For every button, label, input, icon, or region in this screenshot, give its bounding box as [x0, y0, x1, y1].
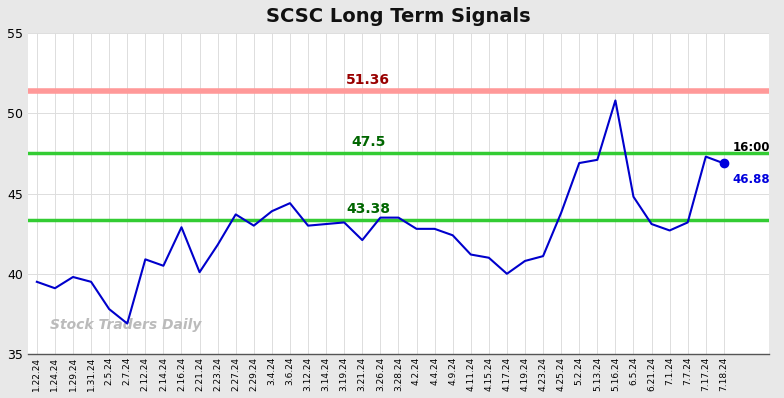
Text: 43.38: 43.38: [347, 201, 390, 216]
Text: 46.88: 46.88: [733, 173, 771, 186]
Text: 16:00: 16:00: [733, 141, 771, 154]
Text: 47.5: 47.5: [351, 135, 386, 149]
Text: Stock Traders Daily: Stock Traders Daily: [50, 318, 201, 332]
Title: SCSC Long Term Signals: SCSC Long Term Signals: [266, 7, 531, 26]
Text: 51.36: 51.36: [347, 74, 390, 88]
